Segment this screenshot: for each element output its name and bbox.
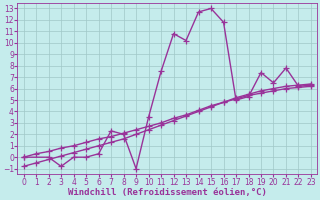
X-axis label: Windchill (Refroidissement éolien,°C): Windchill (Refroidissement éolien,°C): [68, 188, 267, 197]
